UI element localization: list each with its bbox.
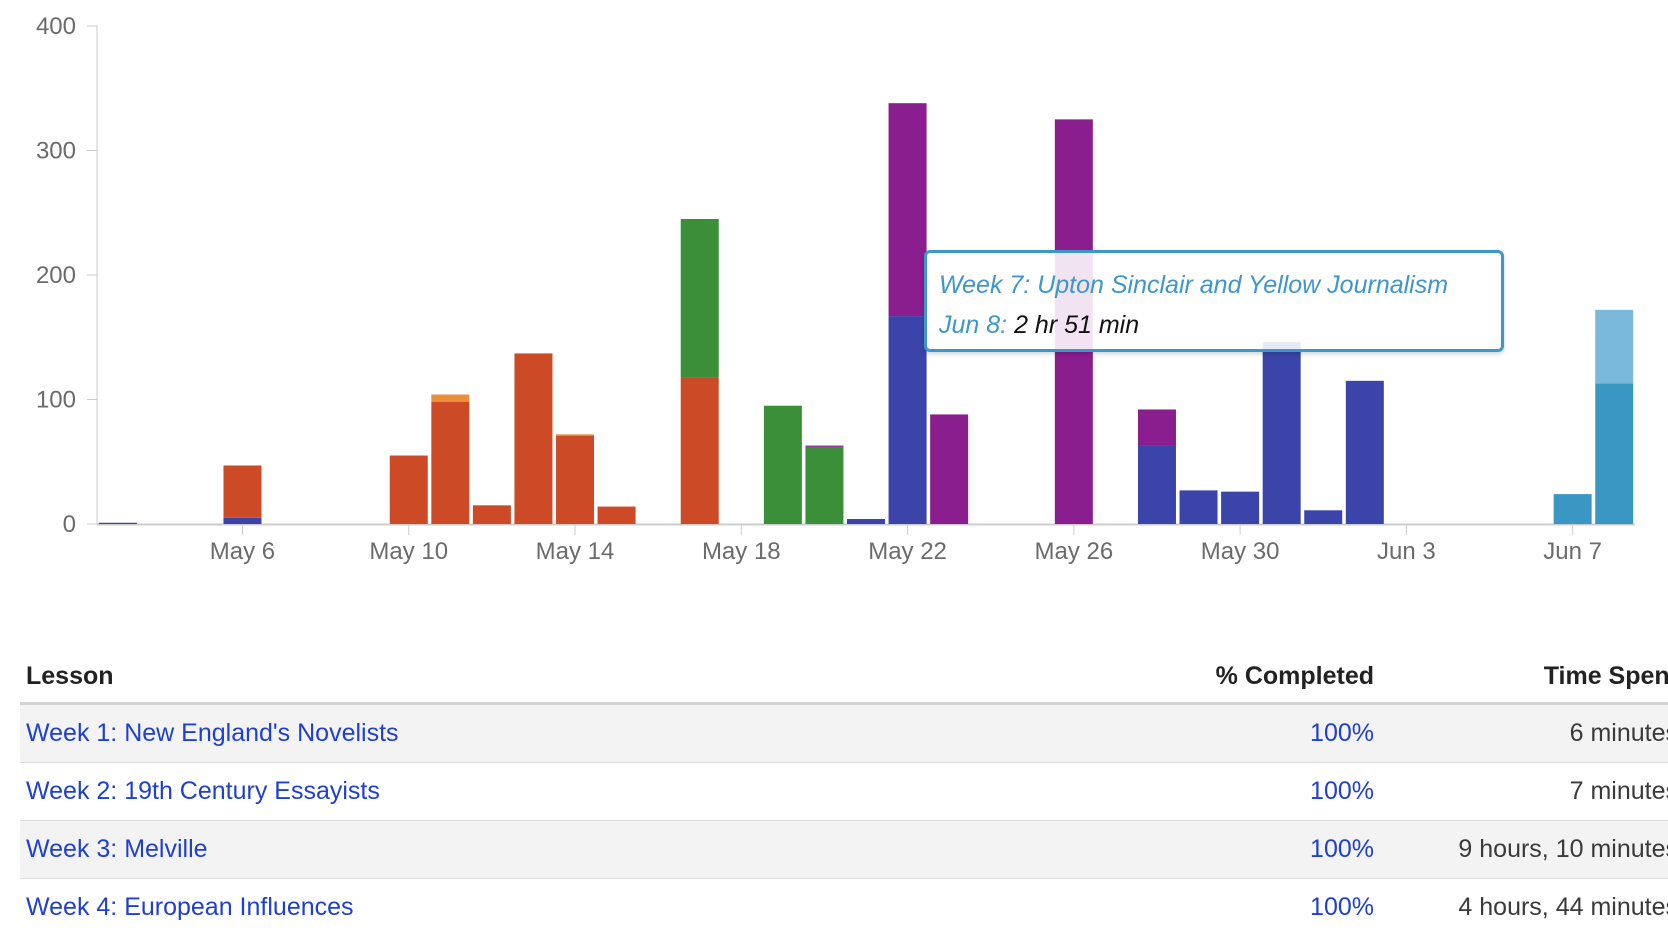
bar-jun-1[interactable] bbox=[1304, 510, 1343, 524]
lesson-cell: Week 1: New England's Novelists bbox=[20, 703, 1092, 763]
time-spent-cell: 4 hours, 44 minutes bbox=[1380, 878, 1668, 932]
completed-cell: 100% bbox=[1092, 762, 1380, 821]
time-spent-cell: 9 hours, 10 minutes bbox=[1380, 820, 1668, 879]
x-tick-label: May 14 bbox=[536, 538, 615, 565]
bar-may-13[interactable] bbox=[514, 353, 553, 524]
bar-may-29[interactable] bbox=[1179, 490, 1218, 524]
time-spent-cell: 6 minutes bbox=[1380, 703, 1668, 763]
lesson-link[interactable]: Week 3: Melville bbox=[26, 835, 208, 863]
bar-may-12[interactable] bbox=[472, 505, 511, 524]
y-tick-label: 300 bbox=[36, 138, 76, 165]
bar-may-21[interactable] bbox=[847, 519, 885, 524]
y-tick-label: 400 bbox=[36, 13, 76, 40]
tooltip-value-line: Jun 8: 2 hr 51 min bbox=[939, 305, 1489, 345]
tooltip-series-label: Week 7: Upton Sinclair and Yellow Journa… bbox=[939, 271, 1449, 299]
bar-may-23[interactable] bbox=[930, 414, 969, 524]
completed-cell: 100% bbox=[1092, 820, 1380, 879]
x-axis: May 6 May 10 May 14 May 18 May 22 May 26 May 3… bbox=[97, 523, 1635, 565]
x-tick-label: May 18 bbox=[702, 538, 781, 565]
table-row: Week 2: 19th Century Essayists 100% 7 mi… bbox=[20, 762, 1668, 821]
y-axis: 0 100 200 300 400 bbox=[36, 13, 98, 538]
bar-may-10[interactable] bbox=[389, 455, 428, 524]
x-tick-label: May 30 bbox=[1201, 538, 1280, 565]
bar-may-22[interactable] bbox=[888, 316, 927, 524]
completed-cell: 100% bbox=[1092, 878, 1380, 932]
bar-may-3[interactable] bbox=[98, 522, 137, 524]
column-header-lesson[interactable]: Lesson bbox=[20, 650, 1092, 705]
bar-jun-8[interactable] bbox=[1595, 309, 1634, 384]
bar-may-6[interactable] bbox=[223, 517, 262, 524]
time-spent-cell: 7 minutes bbox=[1380, 762, 1668, 821]
bar-may-28[interactable] bbox=[1137, 409, 1176, 446]
lesson-cell: Week 4: European Influences bbox=[20, 878, 1092, 932]
bar-jun-7[interactable] bbox=[1553, 494, 1592, 524]
tooltip-date-label: Jun 8: bbox=[939, 311, 1008, 339]
y-tick-label: 100 bbox=[36, 387, 76, 414]
bar-may-30[interactable] bbox=[1221, 491, 1260, 524]
bar-may-14[interactable] bbox=[556, 434, 595, 436]
bars bbox=[98, 103, 1634, 524]
bar-may-28[interactable] bbox=[1137, 445, 1176, 524]
bar-may-11[interactable] bbox=[431, 394, 470, 402]
table-row: Week 4: European Influences 100% 4 hours… bbox=[20, 878, 1668, 932]
bar-may-11[interactable] bbox=[431, 401, 470, 524]
bar-may-22[interactable] bbox=[888, 103, 927, 317]
y-tick-label: 0 bbox=[63, 511, 76, 538]
x-tick-label: Jun 3 bbox=[1377, 538, 1436, 565]
x-tick-label: May 10 bbox=[369, 538, 448, 565]
table-row: Week 1: New England's Novelists 100% 6 m… bbox=[20, 703, 1668, 763]
chart-tooltip: Week 7: Upton Sinclair and Yellow Journa… bbox=[924, 250, 1504, 352]
column-header-time-spent[interactable]: Time Spent bbox=[1380, 650, 1668, 705]
bar-may-20[interactable] bbox=[805, 445, 844, 447]
bar-may-17[interactable] bbox=[680, 377, 719, 524]
lesson-cell: Week 2: 19th Century Essayists bbox=[20, 762, 1092, 821]
y-tick-label: 200 bbox=[36, 262, 76, 289]
table-row: Week 3: Melville 100% 9 hours, 10 minute… bbox=[20, 820, 1668, 879]
x-tick-label: May 6 bbox=[210, 538, 275, 565]
lesson-table: Lesson % Completed Time Spent Week 1: Ne… bbox=[20, 650, 1668, 932]
x-tick-label: May 26 bbox=[1034, 538, 1113, 565]
bar-jun-2[interactable] bbox=[1345, 380, 1384, 524]
lesson-link[interactable]: Week 1: New England's Novelists bbox=[26, 719, 399, 747]
bar-jun-8[interactable] bbox=[1595, 383, 1634, 524]
bar-may-6[interactable] bbox=[223, 465, 262, 518]
x-tick-label: Jun 7 bbox=[1543, 538, 1602, 565]
column-header-completed[interactable]: % Completed bbox=[1092, 650, 1380, 705]
x-tick-label: May 22 bbox=[868, 538, 947, 565]
bar-may-19[interactable] bbox=[763, 405, 802, 524]
lesson-link[interactable]: Week 4: European Influences bbox=[26, 893, 354, 921]
bar-may-15[interactable] bbox=[597, 506, 636, 524]
lesson-cell: Week 3: Melville bbox=[20, 820, 1092, 879]
bar-may-20[interactable] bbox=[805, 446, 844, 524]
lesson-link[interactable]: Week 2: 19th Century Essayists bbox=[26, 777, 380, 805]
tooltip-value: 2 hr 51 min bbox=[1014, 311, 1140, 339]
bar-may-17[interactable] bbox=[680, 218, 719, 378]
bar-may-31[interactable] bbox=[1262, 342, 1301, 524]
bar-may-14[interactable] bbox=[556, 435, 595, 524]
completed-cell: 100% bbox=[1092, 703, 1380, 763]
table-header-row: Lesson % Completed Time Spent bbox=[20, 650, 1668, 705]
